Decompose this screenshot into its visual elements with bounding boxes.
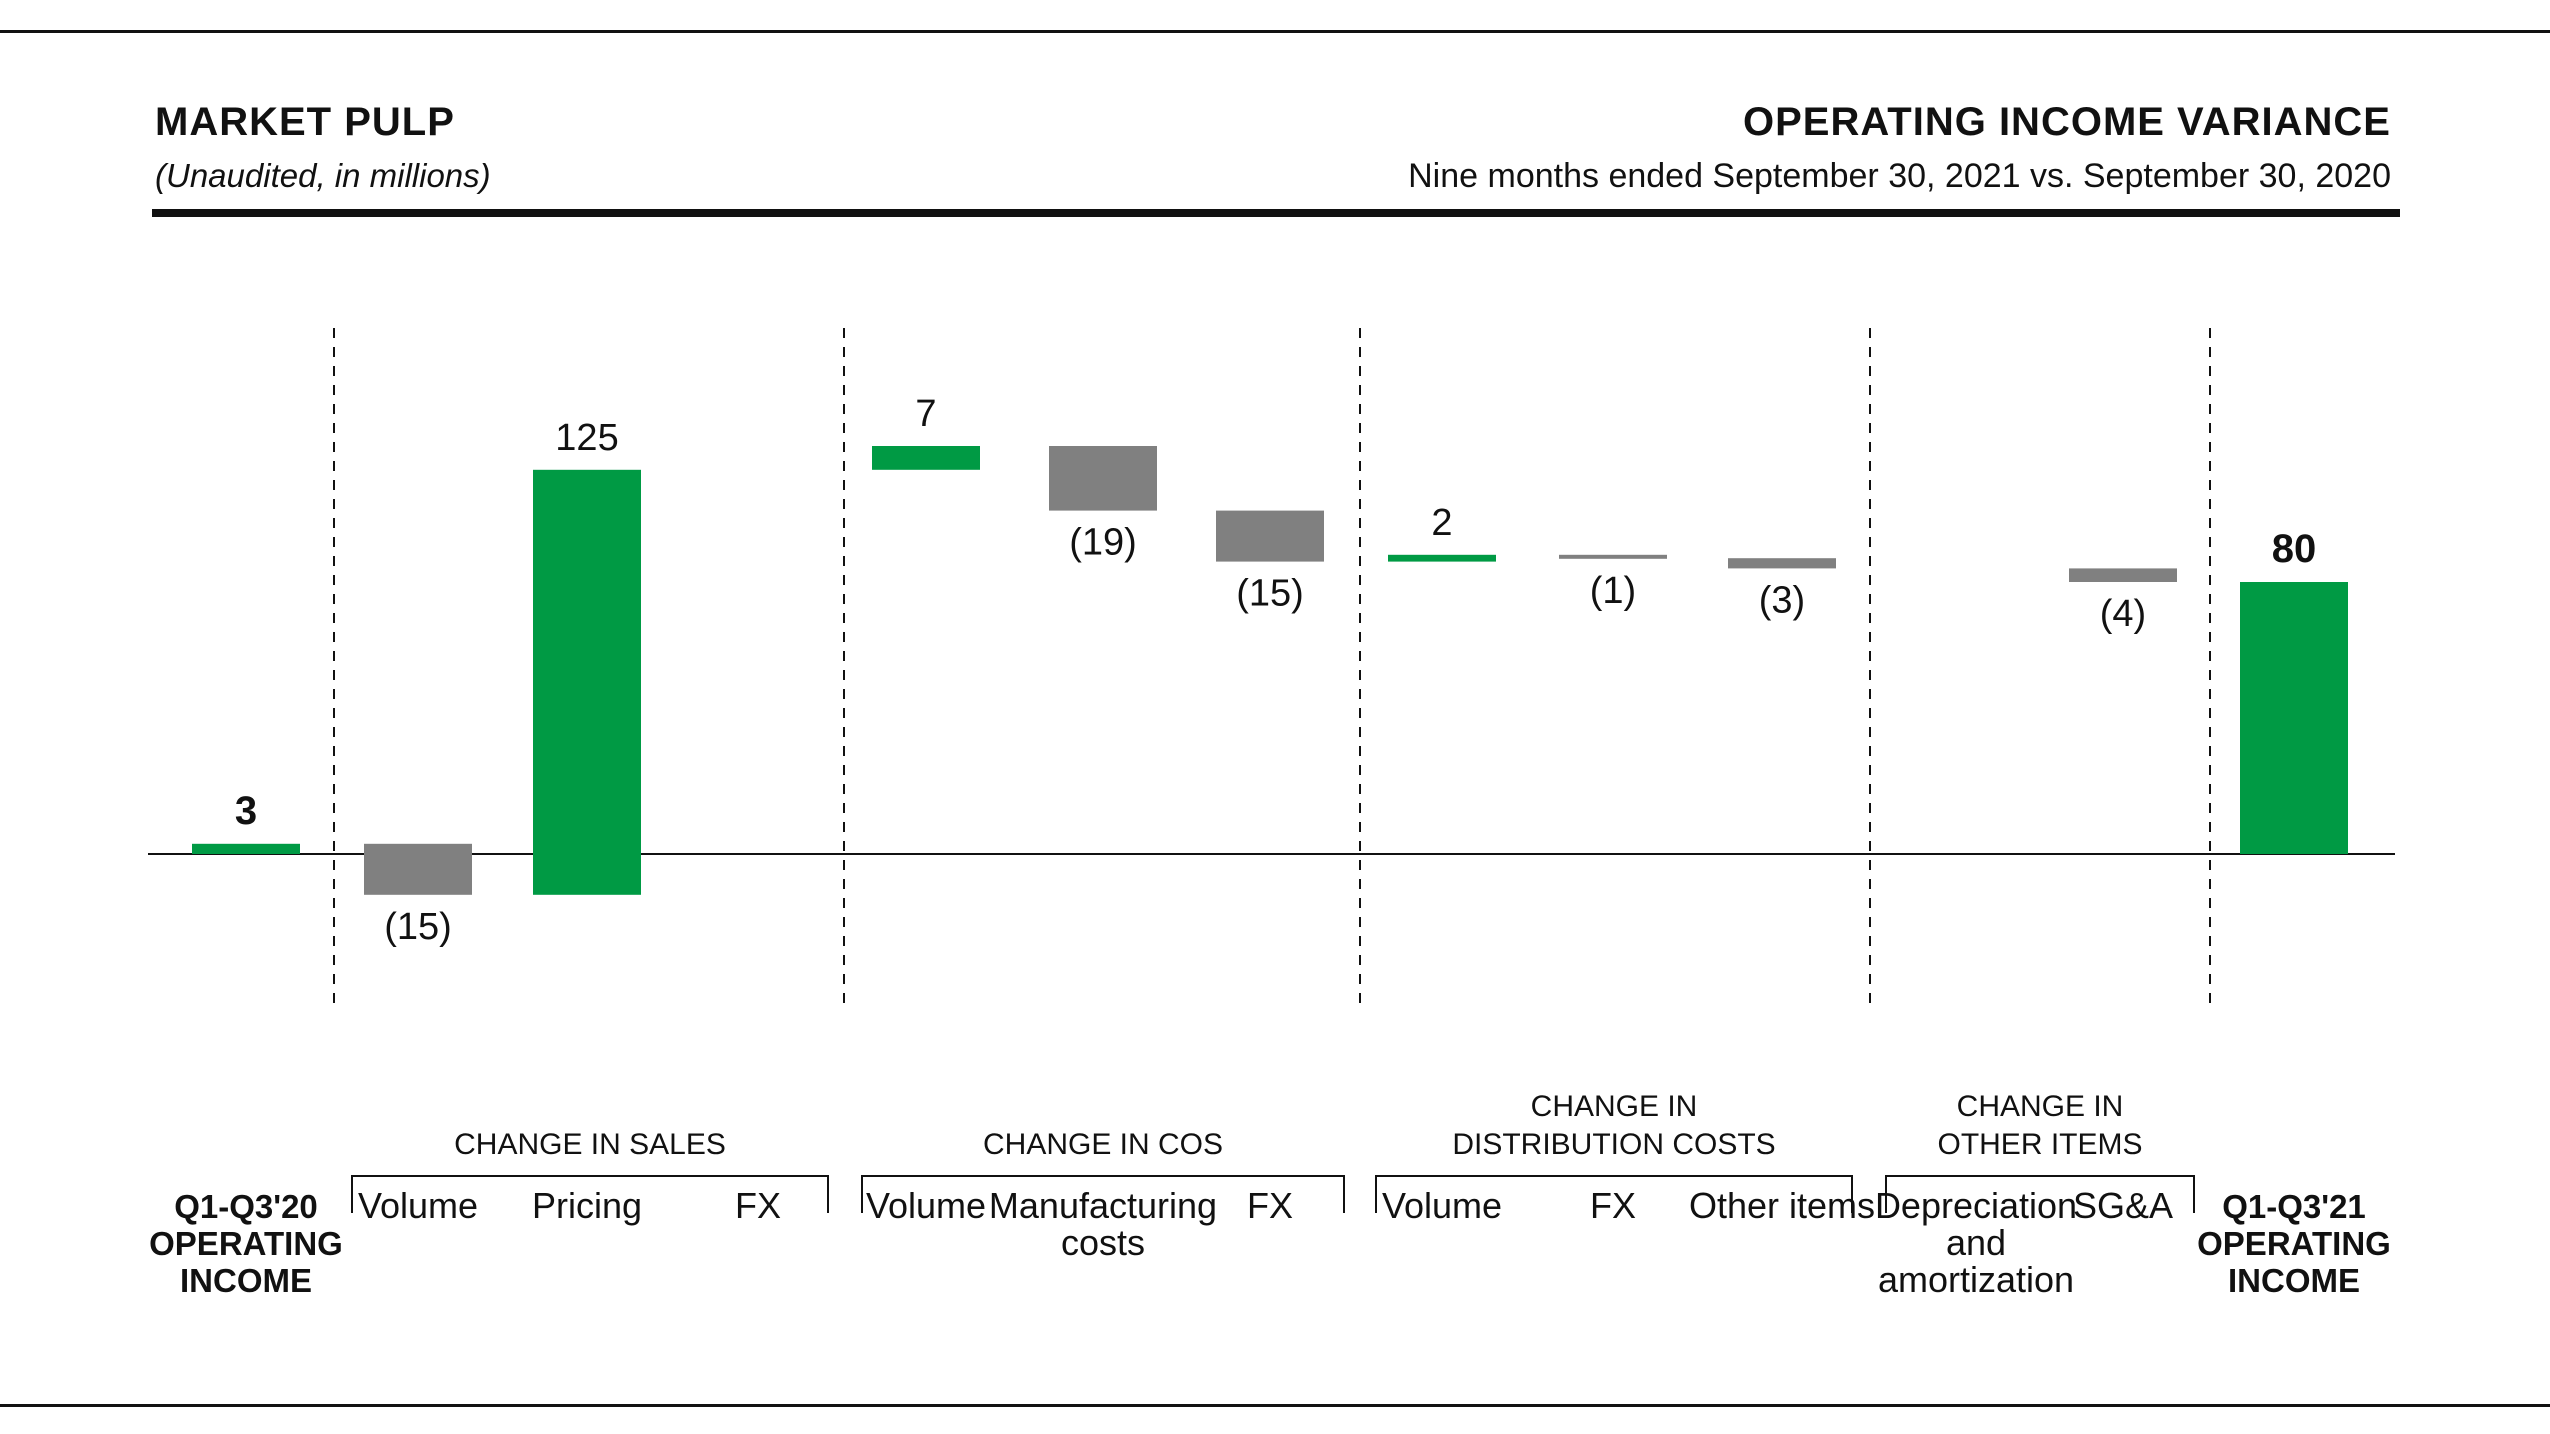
category-label-1-1-line: Volume xyxy=(358,1185,478,1226)
end-category-label-line: INCOME xyxy=(2228,1262,2360,1299)
category-label-2-3: FX xyxy=(1247,1185,1293,1226)
start-category-label-line: OPERATING xyxy=(149,1225,343,1262)
category-label-2-3-line: FX xyxy=(1247,1185,1293,1226)
group-title-3-line: CHANGE IN xyxy=(1531,1090,1698,1123)
group2-item3-bar xyxy=(1216,510,1324,562)
group-bracket-3 xyxy=(1375,1175,1853,1213)
bottom-border xyxy=(0,1404,2550,1407)
group2-item2-bar xyxy=(1049,446,1157,511)
group1-item2-value-label: 125 xyxy=(555,417,618,459)
chart-subtitle-left: (Unaudited, in millions) xyxy=(155,157,491,194)
end-bar xyxy=(2240,582,2348,854)
group-title-3: CHANGE IN DISTRIBUTION COSTS xyxy=(1452,1090,1775,1161)
category-label-1-3-line: FX xyxy=(735,1185,781,1226)
group3-item3-value-label: (3) xyxy=(1759,579,1805,621)
category-label-4-2: SG&A xyxy=(2073,1185,2173,1226)
group1-item1-value-label: (15) xyxy=(384,906,452,948)
header-rule xyxy=(152,209,2400,217)
group2-item1-value-label: 7 xyxy=(915,393,936,435)
category-label-2-1-line: Volume xyxy=(866,1185,986,1226)
group2-item2-value-label: (19) xyxy=(1069,522,1137,564)
category-label-4-1-line: Depreciation xyxy=(1875,1185,2077,1226)
group-bracket-4 xyxy=(1885,1175,2195,1213)
group-title-4-line: OTHER ITEMS xyxy=(1937,1128,2142,1161)
category-label-1-2-line: Pricing xyxy=(532,1185,642,1226)
category-label-3-3-line: Other items xyxy=(1689,1185,1875,1226)
group1-item2-bar xyxy=(533,469,641,895)
group-title-2-line: CHANGE IN COS xyxy=(983,1128,1223,1161)
category-label-3-2: FX xyxy=(1590,1185,1636,1226)
category-label-2-2-line: Manufacturing xyxy=(989,1185,1217,1226)
category-label-3-2-line: FX xyxy=(1590,1185,1636,1226)
start-value-label: 3 xyxy=(235,789,257,833)
end-category-label-line: OPERATING xyxy=(2197,1225,2391,1262)
group-bracket-1 xyxy=(351,1175,829,1213)
category-label-3-1-line: Volume xyxy=(1382,1185,1502,1226)
category-label-4-2-line: SG&A xyxy=(2073,1185,2173,1226)
chart-title-right: OPERATING INCOME VARIANCE xyxy=(1743,100,2391,144)
end-value-label: 80 xyxy=(2272,527,2317,571)
group-title-1-line: CHANGE IN SALES xyxy=(454,1128,726,1161)
group3-item1-bar xyxy=(1388,554,1496,562)
group4-item2-value-label: (4) xyxy=(2100,593,2146,635)
category-label-2-2: Manufacturing costs xyxy=(989,1185,1217,1263)
top-border xyxy=(0,30,2550,33)
group-title-3-line: DISTRIBUTION COSTS xyxy=(1452,1128,1775,1161)
end-category-label-line: Q1-Q3'21 xyxy=(2222,1188,2366,1225)
group3-item2-value-label: (1) xyxy=(1590,570,1636,612)
group-title-1: CHANGE IN SALES xyxy=(454,1128,726,1161)
group-title-2: CHANGE IN COS xyxy=(983,1128,1223,1161)
category-label-4-1-line: and xyxy=(1946,1222,2006,1263)
start-category-label: Q1-Q3'20 OPERATING INCOME xyxy=(149,1188,343,1299)
group-title-4: CHANGE IN OTHER ITEMS xyxy=(1937,1090,2142,1161)
group-bracket-2 xyxy=(861,1175,1345,1213)
group2-item3-value-label: (15) xyxy=(1236,573,1304,615)
category-label-1-2: Pricing xyxy=(532,1185,642,1226)
chart-title-left: MARKET PULP xyxy=(155,100,455,144)
group3-item3-bar xyxy=(1728,558,1836,569)
group-title-4-line: CHANGE IN xyxy=(1957,1090,2124,1123)
category-label-3-1: Volume xyxy=(1382,1185,1502,1226)
category-label-1-3: FX xyxy=(735,1185,781,1226)
category-label-2-1: Volume xyxy=(866,1185,986,1226)
category-label-4-1-line: amortization xyxy=(1878,1259,2074,1300)
category-label-3-3: Other items xyxy=(1689,1185,1875,1226)
start-category-label-line: Q1-Q3'20 xyxy=(174,1188,318,1225)
category-label-4-1: Depreciation and amortization xyxy=(1875,1185,2077,1300)
end-category-label: Q1-Q3'21 OPERATING INCOME xyxy=(2197,1188,2391,1299)
group3-item1-value-label: 2 xyxy=(1431,502,1452,544)
chart-subtitle-right: Nine months ended September 30, 2021 vs.… xyxy=(1408,157,2391,195)
category-label-1-1: Volume xyxy=(358,1185,478,1226)
start-category-label-line: INCOME xyxy=(180,1262,312,1299)
start-bar xyxy=(192,843,300,854)
category-label-2-2-line: costs xyxy=(1061,1222,1145,1263)
group2-item1-bar xyxy=(872,446,980,470)
group3-item2-bar xyxy=(1559,554,1667,559)
group1-item1-bar xyxy=(364,843,472,895)
group4-item2-bar xyxy=(2069,568,2177,582)
